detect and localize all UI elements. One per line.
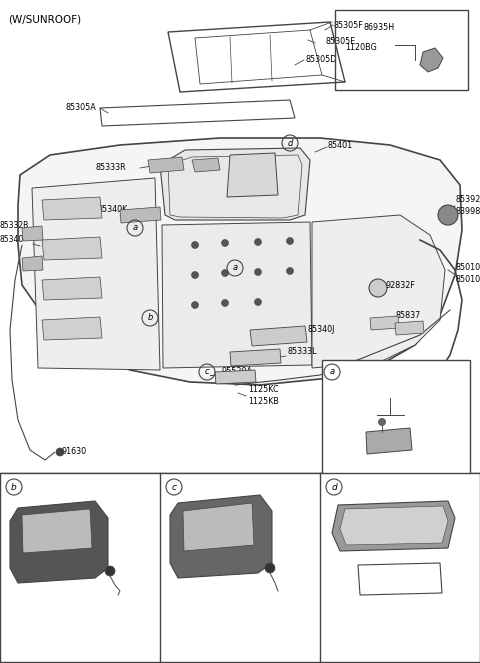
Text: 18641E: 18641E	[342, 416, 372, 424]
FancyBboxPatch shape	[322, 360, 470, 475]
Polygon shape	[22, 226, 43, 241]
Polygon shape	[312, 215, 445, 368]
Text: 92890A: 92890A	[362, 385, 393, 394]
Text: 85401: 85401	[328, 141, 353, 149]
Text: 86935H: 86935H	[363, 23, 394, 32]
Polygon shape	[120, 207, 161, 223]
Text: 85838A: 85838A	[165, 158, 196, 168]
Circle shape	[254, 269, 262, 276]
Polygon shape	[395, 321, 424, 335]
Circle shape	[192, 272, 199, 278]
Text: 92832F: 92832F	[385, 280, 415, 290]
Circle shape	[192, 302, 199, 308]
Text: 85333L: 85333L	[288, 347, 317, 357]
Circle shape	[56, 448, 64, 456]
Text: 85305A: 85305A	[65, 103, 96, 113]
Text: 85392: 85392	[455, 196, 480, 204]
Circle shape	[379, 418, 385, 426]
Text: a: a	[329, 367, 335, 377]
Text: 91630: 91630	[62, 448, 87, 457]
Polygon shape	[332, 501, 455, 551]
Circle shape	[265, 563, 275, 573]
Polygon shape	[183, 503, 254, 551]
Polygon shape	[215, 370, 256, 384]
Polygon shape	[370, 316, 399, 330]
Text: 85305E: 85305E	[325, 38, 355, 46]
FancyBboxPatch shape	[0, 473, 480, 662]
Circle shape	[287, 267, 293, 274]
Polygon shape	[162, 222, 312, 368]
Polygon shape	[42, 197, 102, 220]
Text: 85235: 85235	[162, 556, 186, 566]
Polygon shape	[42, 237, 102, 260]
Text: 85201A: 85201A	[225, 489, 256, 497]
Text: 85340: 85340	[0, 235, 24, 245]
Text: 85305F: 85305F	[334, 21, 364, 29]
Polygon shape	[192, 158, 220, 172]
Text: 1125KC: 1125KC	[248, 385, 278, 394]
Polygon shape	[22, 256, 43, 271]
Text: 85010L: 85010L	[455, 276, 480, 284]
Text: 95520A: 95520A	[222, 367, 253, 377]
Text: d: d	[288, 139, 293, 147]
Text: b: b	[11, 483, 17, 491]
Circle shape	[254, 239, 262, 245]
Text: 85333R: 85333R	[95, 164, 126, 172]
Circle shape	[221, 239, 228, 247]
Text: 85235: 85235	[8, 558, 32, 568]
Polygon shape	[230, 349, 281, 366]
Text: 85837: 85837	[395, 310, 420, 320]
Polygon shape	[10, 501, 108, 583]
Text: 1120BG: 1120BG	[345, 44, 377, 52]
Text: a: a	[232, 263, 238, 272]
Circle shape	[254, 298, 262, 306]
Text: 85010R: 85010R	[455, 263, 480, 272]
Polygon shape	[18, 138, 462, 385]
Text: 18645E: 18645E	[345, 554, 375, 562]
Polygon shape	[42, 277, 102, 300]
Circle shape	[369, 279, 387, 297]
Circle shape	[221, 269, 228, 276]
Text: 85340J: 85340J	[308, 326, 336, 335]
Text: 85202A: 85202A	[65, 493, 96, 503]
Circle shape	[438, 205, 458, 225]
Polygon shape	[42, 317, 102, 340]
Text: d: d	[331, 483, 337, 491]
Text: 85332B: 85332B	[0, 221, 29, 231]
Text: 85340K: 85340K	[98, 206, 128, 215]
Polygon shape	[148, 157, 184, 173]
Polygon shape	[420, 48, 443, 72]
Text: 85305D: 85305D	[305, 56, 336, 64]
Polygon shape	[160, 148, 310, 220]
Text: c: c	[204, 367, 209, 377]
Circle shape	[287, 237, 293, 245]
Circle shape	[221, 300, 228, 306]
Polygon shape	[340, 506, 448, 545]
Polygon shape	[227, 153, 278, 197]
Text: b: b	[147, 314, 153, 322]
Text: c: c	[171, 483, 177, 491]
Text: (W/SUNROOF): (W/SUNROOF)	[8, 14, 81, 24]
Text: 1229MA: 1229MA	[8, 573, 39, 583]
Polygon shape	[366, 428, 412, 454]
Text: 1229MA: 1229MA	[162, 572, 193, 581]
Circle shape	[192, 241, 199, 249]
Text: a: a	[132, 223, 138, 233]
Circle shape	[105, 566, 115, 576]
Polygon shape	[170, 495, 272, 578]
Text: 83998B: 83998B	[455, 208, 480, 217]
Polygon shape	[32, 178, 160, 370]
Polygon shape	[22, 509, 92, 553]
Text: 1125KB: 1125KB	[248, 398, 279, 406]
Polygon shape	[250, 326, 307, 346]
